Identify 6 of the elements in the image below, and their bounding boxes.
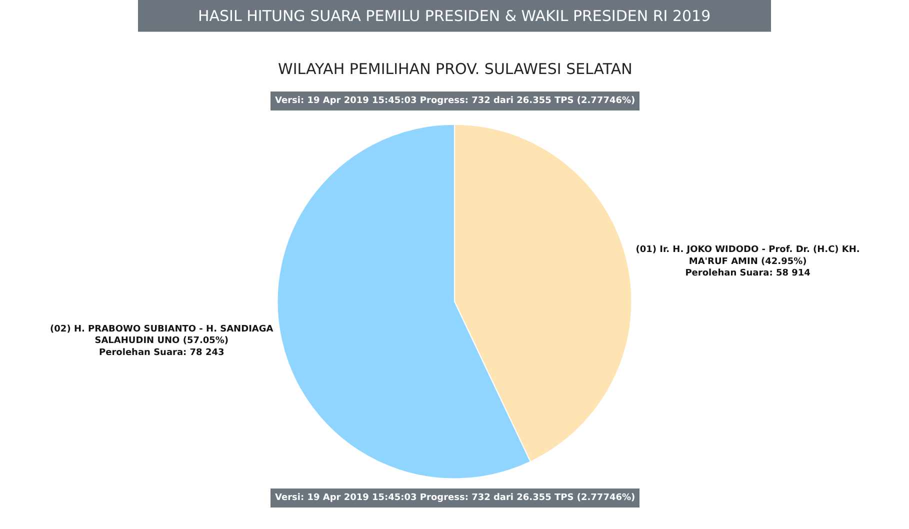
slice-label: (02) H. PRABOWO SUBIANTO - H. SANDIAGA SALAHUDIN UNO (57.05%) Perolehan Suara: 78 243 <box>50 324 274 358</box>
chart-subtitle: WILAYAH PEMILIHAN PROV. SULAWESI SELATAN <box>278 60 632 78</box>
slice-label: (01) Ir. H. JOKO WIDODO - Prof. Dr. (H.C) KH. MA'RUF AMIN (42.95%) Perolehan Suara: 58 914 <box>636 245 860 279</box>
chart-title: HASIL HITUNG SUARA PEMILU PRESIDEN & WAKIL PRESIDEN RI 2019 <box>198 7 711 25</box>
text: Versi: 19 Apr 2019 15:45:03 Progress: 732 dari 26.355 TPS (2.77746%) <box>275 493 636 503</box>
text: Versi: 19 Apr 2019 15:45:03 Progress: 732 dari 26.355 TPS (2.77746%) <box>275 96 636 106</box>
